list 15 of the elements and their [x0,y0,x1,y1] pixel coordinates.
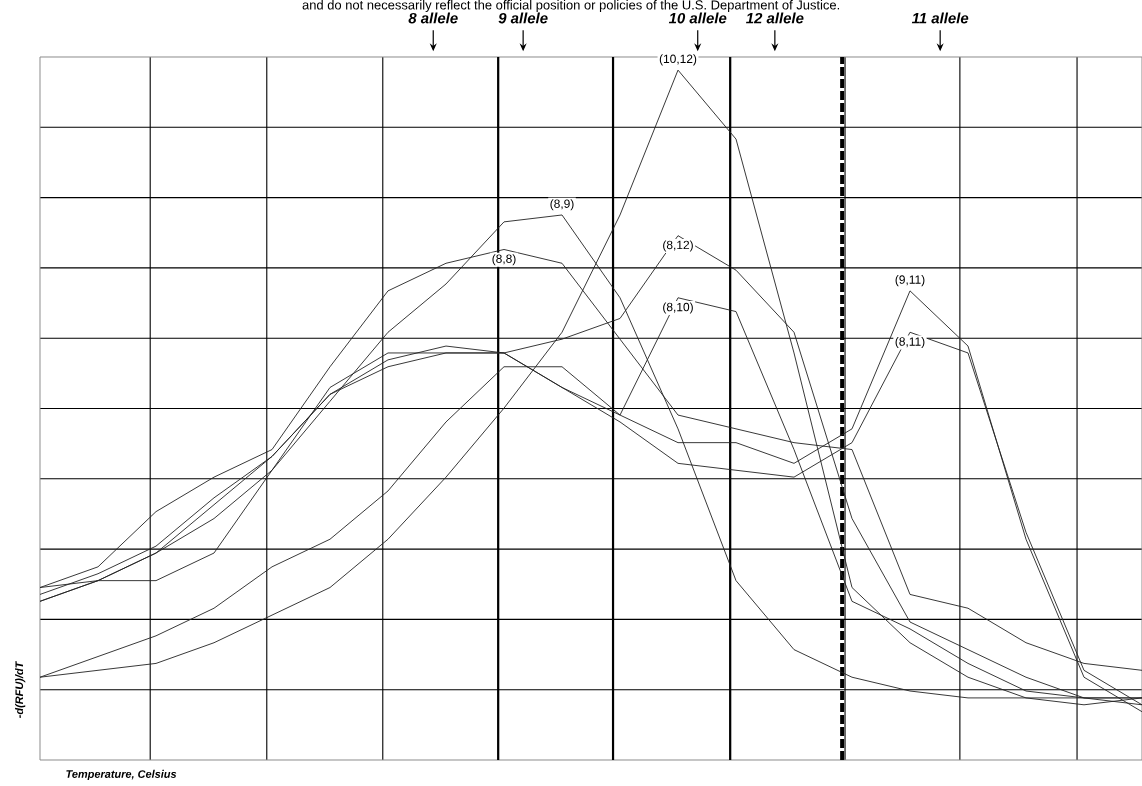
series-label: (8,8) [492,254,516,266]
text: 8 allele [408,12,458,24]
series-label: (8,10) [663,302,693,314]
x-axis-title: Temperature, Celsius [66,769,177,781]
text: 11 allele [911,12,969,24]
series-label: (9,11) [895,275,925,287]
series-label: (8,9) [550,199,574,211]
text: 10 allele [668,12,727,24]
series-label: (8,11) [895,336,925,349]
series-label: (8,12) [663,240,693,252]
text: 9 allele [498,12,548,24]
text: 12 allele [746,12,804,24]
text: and do not necessarily reflect the official position or policies of the U.S. Department of Justice. [302,0,840,13]
y-axis-title: -d(RFU)/dT [15,660,26,718]
series-label: (10,12) [659,54,697,66]
